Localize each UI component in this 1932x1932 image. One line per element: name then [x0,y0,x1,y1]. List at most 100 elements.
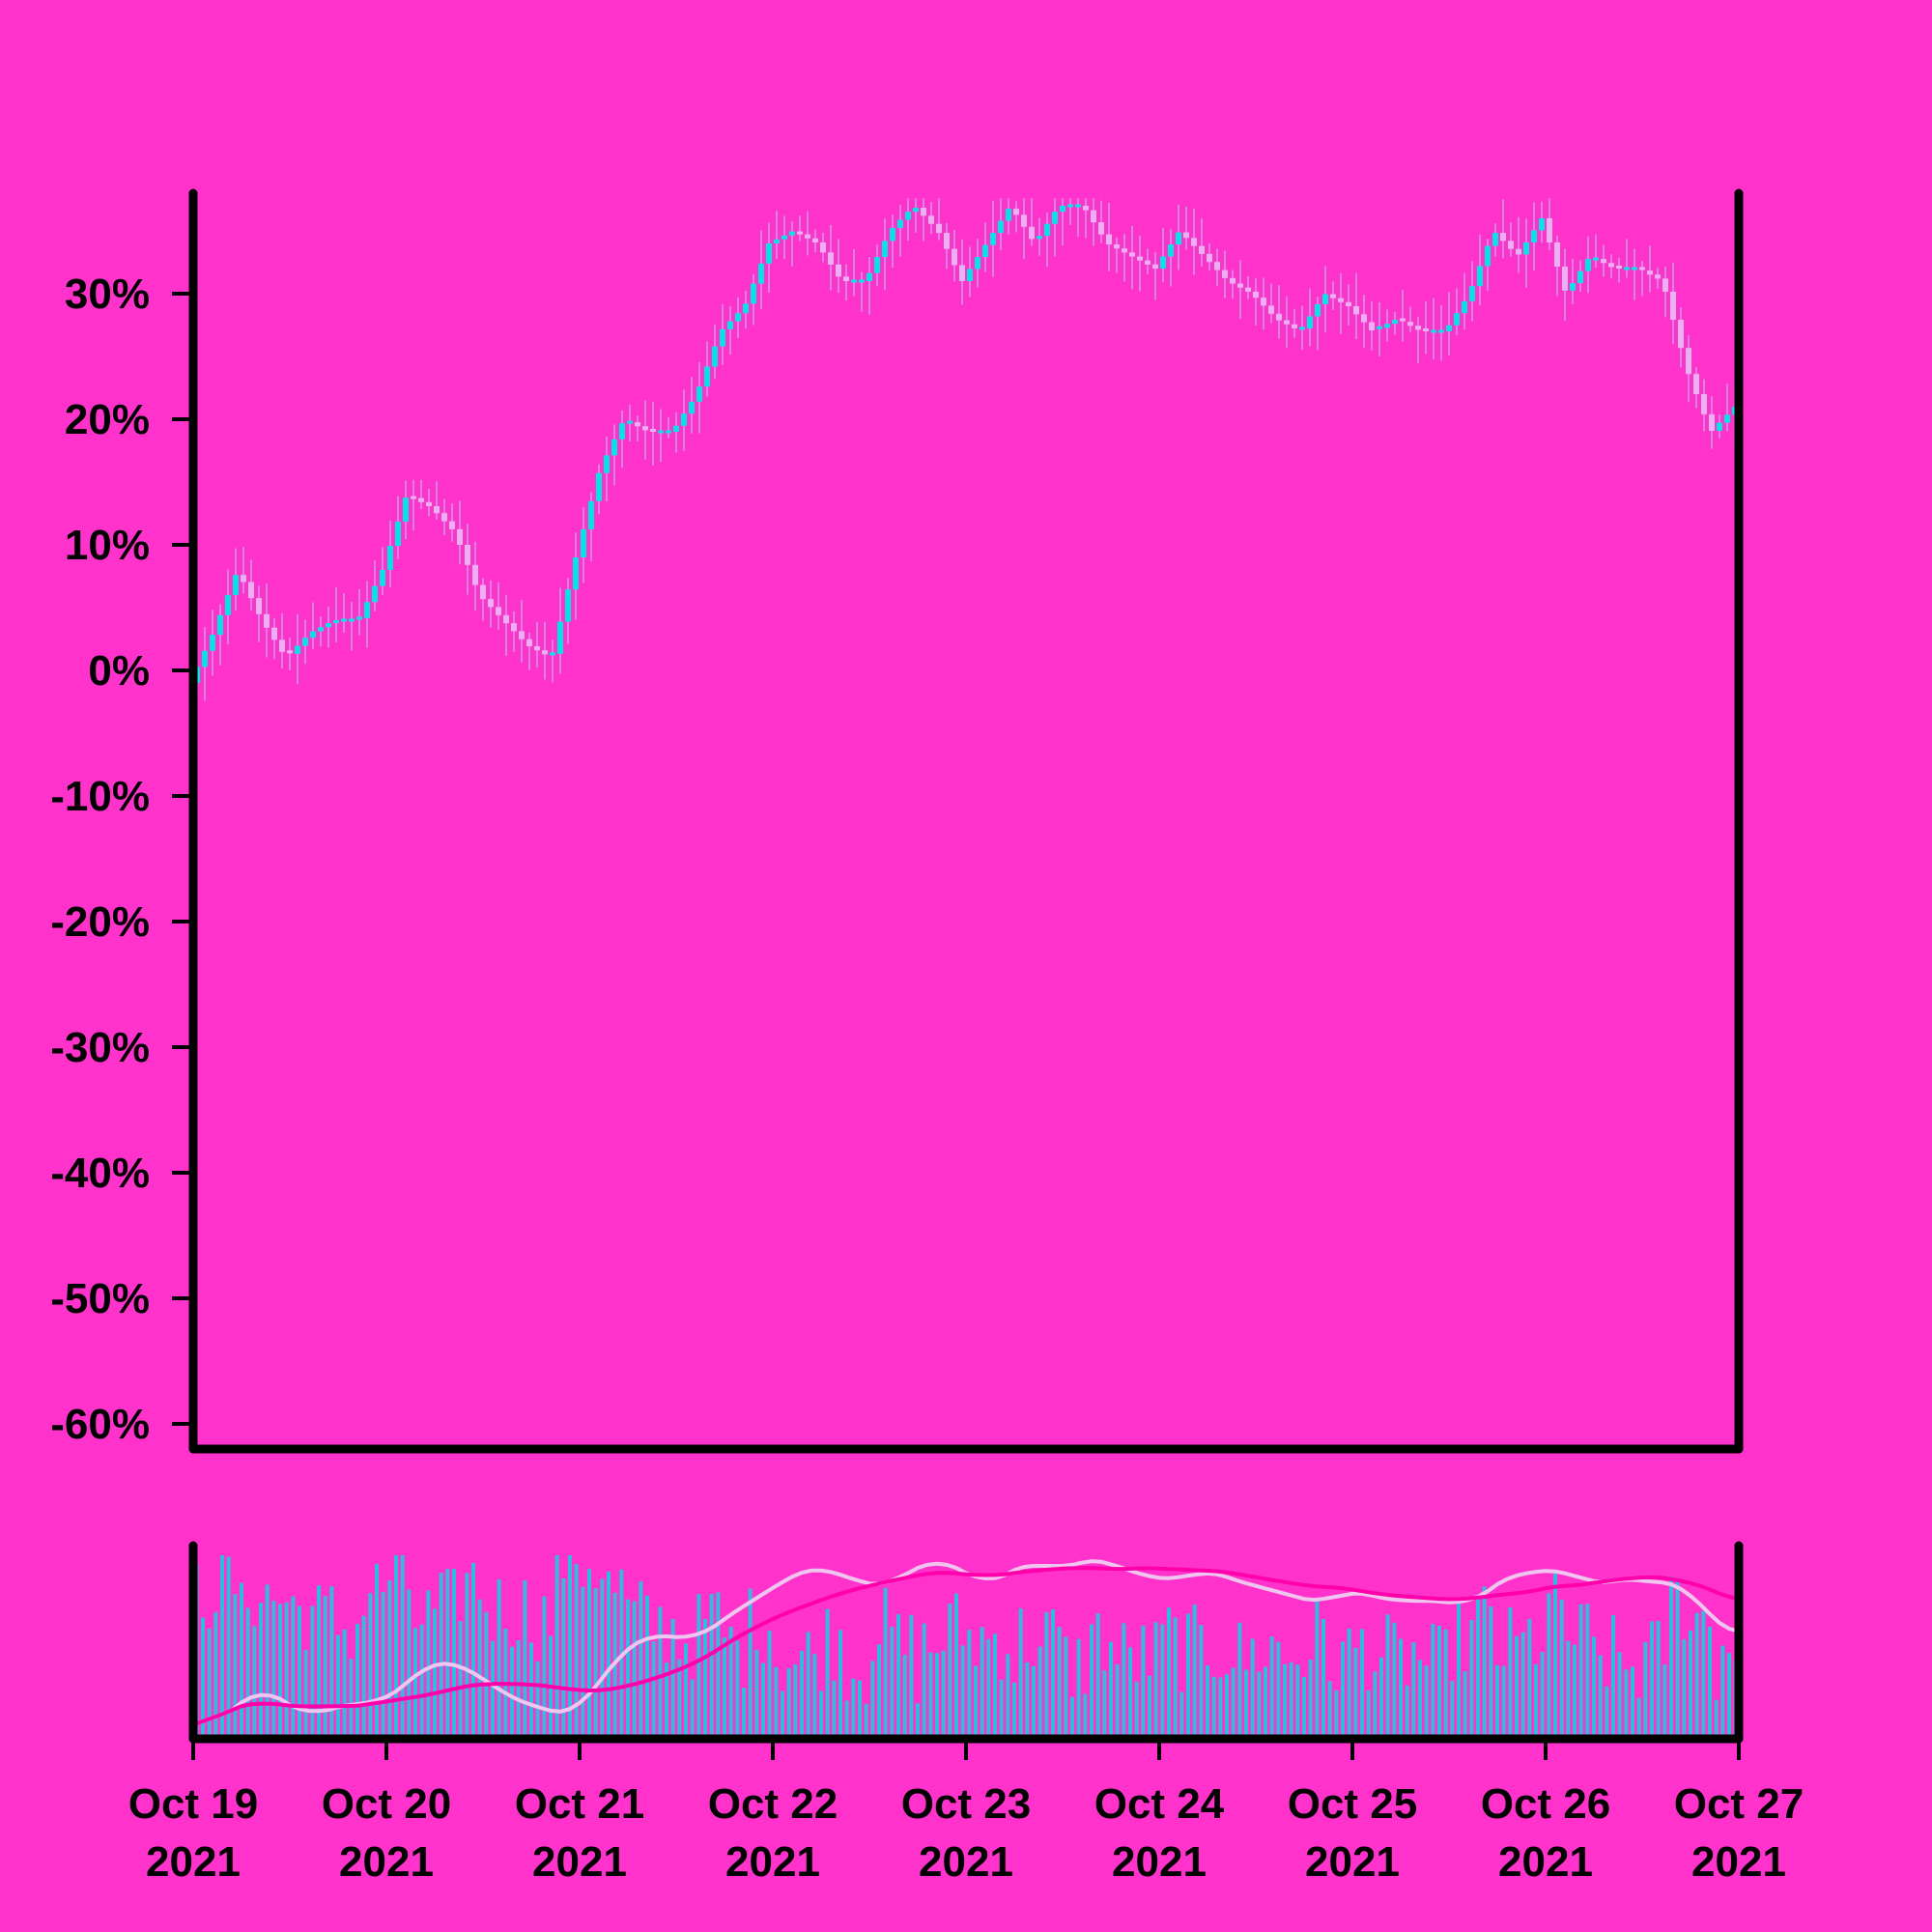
volume-bar [800,1650,804,1739]
candle-body [1261,298,1266,306]
volume-bar [806,1632,810,1739]
candle-body [519,631,525,639]
volume-bar [561,1577,566,1739]
volume-bar [587,1569,591,1739]
volume-bar [1057,1627,1062,1739]
volume-bar [1070,1696,1074,1739]
volume-bar [252,1626,257,1739]
volume-bar [310,1605,315,1739]
volume-bar [1385,1614,1390,1739]
candle-body [526,639,532,647]
volume-bar [632,1601,637,1739]
candle-body [1601,259,1606,264]
axes-layer [172,188,1744,1760]
volume-bar [207,1628,212,1739]
volume-bar [1495,1664,1499,1739]
candle-body [735,313,741,322]
candle-body [635,422,640,427]
volume-bar [1347,1628,1351,1739]
volume-bar [1566,1640,1571,1739]
candle-body [287,650,293,654]
candle-body [1547,218,1552,242]
candle-body [333,620,339,624]
volume-bar [851,1678,856,1739]
candle-body [341,618,347,622]
volume-bar [439,1573,443,1739]
candle-body [1160,256,1166,269]
candle-body [418,497,424,502]
volume-bar [593,1588,598,1739]
candle-body [1423,327,1429,331]
volume-bar [1643,1641,1648,1739]
candle-body [1446,325,1452,331]
candle-body [1330,294,1336,298]
x-tick-label-year: 2021 [532,1838,627,1886]
candle-body [1585,259,1591,271]
volume-bar [1418,1660,1422,1739]
volume-bar [574,1564,579,1739]
candle-body [1191,238,1197,246]
candle-body [596,472,602,501]
x-tick-label: Oct 20 [322,1780,452,1828]
candle-body [1438,329,1444,333]
volume-bar [1534,1663,1538,1739]
volume-bar [651,1641,656,1739]
volume-bar [1689,1630,1692,1739]
volume-bar [317,1585,321,1739]
candle-body [465,545,470,565]
volume-bar [1231,1667,1236,1739]
volume-bar [1257,1671,1262,1739]
volume-bar [819,1690,823,1739]
volume-bar [465,1573,469,1739]
candle-body [1523,242,1529,255]
volume-bar [1366,1690,1371,1739]
candle-body [364,602,370,618]
volume-bar [1141,1625,1146,1739]
candle-body [805,234,810,239]
candle-body [1052,212,1058,224]
volume-bar [477,1599,482,1739]
volume-bar [1547,1593,1551,1739]
candle-body [1624,267,1630,270]
volume-bar [716,1592,721,1739]
volume-bar [1006,1654,1010,1739]
volume-bar [1148,1675,1151,1739]
volume-bar [832,1680,837,1739]
volume-bar [1225,1674,1229,1739]
candle-body [496,607,501,615]
y-tick-label: -20% [50,898,150,946]
volume-bar [838,1630,842,1739]
volume-bar [902,1655,907,1739]
ma-short-line [192,1559,1740,1727]
candle-body [1060,206,1065,213]
volume-bar [728,1627,733,1739]
volume-bar [774,1666,779,1739]
candle-body [913,208,919,213]
candle-body [797,231,803,235]
candle-body [1237,283,1243,288]
volume-bar [1573,1644,1577,1739]
candle-body [1508,241,1514,249]
volume-bar [1206,1665,1209,1739]
candle-body [349,618,355,622]
volume-bar [458,1621,463,1739]
volume-bar [767,1631,772,1739]
x-tick-label-year: 2021 [339,1838,434,1886]
volume-bar [922,1623,926,1739]
volume-bar [1211,1676,1216,1739]
candle-body [1075,204,1081,208]
volume-bar [201,1617,205,1739]
volume-bar [658,1606,663,1739]
volume-bar [696,1594,701,1739]
candle-body [1477,266,1483,287]
volume-bar [1714,1699,1719,1739]
volume-bar [323,1596,327,1739]
volume-bar [1302,1676,1306,1739]
volume-bar [1128,1647,1132,1739]
candle-body [696,386,702,402]
candle-body [1431,329,1436,333]
volume-bar [1624,1669,1629,1739]
volume-bar [1315,1600,1320,1739]
volume-bar [986,1638,991,1739]
